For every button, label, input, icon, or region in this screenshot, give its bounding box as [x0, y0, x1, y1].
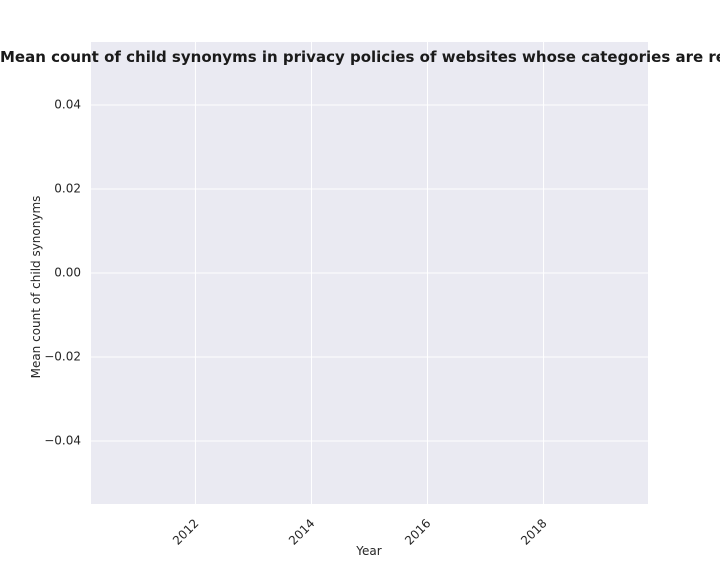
y-axis-ticks: 0.04 0.02 0.00 −0.02 −0.04	[44, 98, 81, 448]
y-tick-label: −0.02	[44, 350, 81, 364]
y-tick-label: 0.00	[54, 266, 81, 280]
x-tick-label: 2018	[518, 516, 549, 547]
x-axis-label: Year	[355, 544, 381, 558]
y-tick-label: 0.02	[54, 182, 81, 196]
y-tick-label: 0.04	[54, 98, 81, 112]
y-axis-label: Mean count of child synonyms	[29, 196, 43, 379]
x-axis-ticks: 2012 2014 2016 2018	[170, 516, 550, 547]
grid-lines	[91, 42, 648, 504]
x-tick-label: 2014	[286, 516, 317, 547]
x-tick-label: 2012	[170, 516, 201, 547]
y-tick-label: −0.04	[44, 434, 81, 448]
x-tick-label: 2016	[402, 516, 433, 547]
chart-title: Mean count of child synonyms in privacy …	[0, 48, 720, 66]
